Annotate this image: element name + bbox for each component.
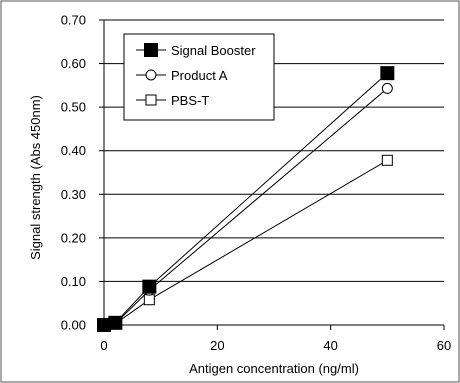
series-0-point-2	[142, 279, 157, 294]
x-tick-label-2: 40	[323, 338, 337, 353]
y-tick-label-4: 0.40	[61, 143, 86, 158]
legend-marker-1	[145, 69, 157, 81]
tick-labels: 0.00 0.10 0.20 0.30 0.40 0.50 0.60 0.70 0 20 40 60	[61, 13, 452, 354]
series-layer	[97, 66, 395, 332]
series-2-point-3	[381, 154, 393, 166]
series-1-point-3	[381, 82, 393, 94]
legend: Signal Booster Product A PBS-T	[123, 33, 275, 121]
series-2-point-2	[143, 294, 155, 306]
x-tick-label-1: 20	[210, 338, 224, 353]
y-tick-label-1: 0.10	[61, 274, 86, 289]
legend-label-0: Signal Booster	[171, 43, 256, 58]
legend-marker-2	[145, 94, 157, 106]
x-axis-title: Antigen concentration (ng/ml)	[189, 361, 359, 376]
y-tick-label-2: 0.20	[61, 230, 86, 245]
x-tick-label-3: 60	[437, 338, 451, 353]
y-tick-label-0: 0.00	[61, 318, 86, 333]
y-tick-label-6: 0.60	[61, 56, 86, 71]
series-0-point-1	[108, 315, 123, 330]
legend-label-2: PBS-T	[171, 93, 209, 108]
y-tick-label-5: 0.50	[61, 100, 86, 115]
y-tick-label-7: 0.70	[61, 13, 86, 28]
x-tick-label-0: 0	[100, 338, 107, 353]
series-0-point-3	[380, 66, 395, 81]
legend-marker-0	[144, 43, 158, 57]
y-axis-title: Signal strength (Abs 450nm)	[28, 95, 43, 260]
legend-label-1: Product A	[171, 68, 228, 83]
y-tick-label-3: 0.30	[61, 187, 86, 202]
